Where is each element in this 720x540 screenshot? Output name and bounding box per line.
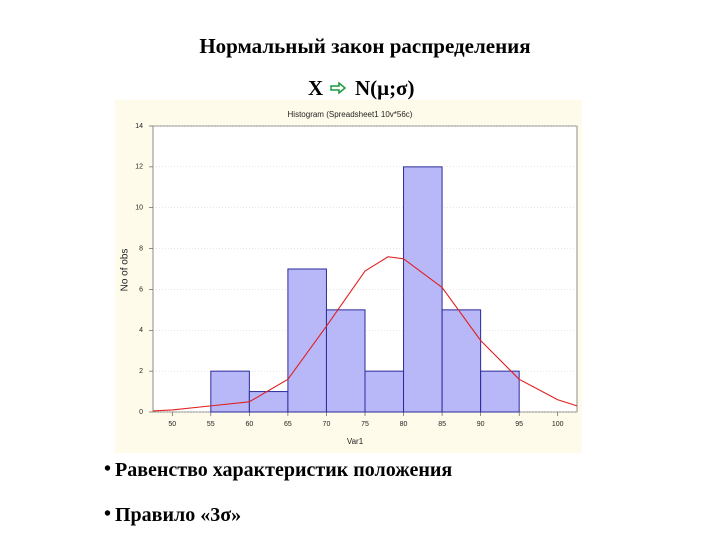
y-axis-label: No of obs — [120, 249, 131, 292]
arrow-icon — [330, 82, 346, 94]
y-tick-label: 6 — [139, 286, 143, 293]
y-tick-label: 14 — [135, 123, 143, 130]
x-tick-label: 100 — [552, 421, 564, 428]
x-tick-label: 85 — [438, 421, 446, 428]
histogram-bar — [325, 309, 366, 413]
bullet: • — [104, 503, 112, 525]
x-tick-label: 70 — [323, 421, 331, 428]
x-tick-label: 65 — [284, 421, 292, 428]
y-tick-label: 12 — [135, 164, 143, 171]
bullet-text: Правило «3σ» — [115, 504, 242, 526]
y-tick-label: 2 — [139, 368, 143, 375]
x-tick-label: 95 — [515, 421, 523, 428]
slide-title: Нормальный закон распределения — [199, 34, 531, 58]
y-tick-label: 4 — [139, 327, 143, 334]
normal-curve — [152, 256, 578, 412]
chart-title: Histogram (Spreadsheet1 10v*56c) — [288, 110, 413, 119]
histogram-bar — [480, 370, 520, 413]
x-tick-label: 60 — [245, 421, 253, 428]
x-tick-label: 50 — [168, 421, 176, 428]
y-tick-label: 10 — [135, 205, 143, 212]
x-axis-label: Var1 — [347, 437, 364, 446]
x-tick-label: 55 — [207, 421, 215, 428]
y-tick-label: 8 — [139, 245, 143, 252]
chart: Histogram (Spreadsheet1 10v*56c) Var1 No… — [115, 100, 582, 453]
formula-left: X — [308, 76, 324, 100]
histogram-bar — [441, 309, 482, 413]
bullet: • — [104, 458, 112, 480]
histogram-bar — [210, 370, 250, 413]
y-tick-label: 0 — [139, 409, 143, 416]
histogram-bar — [248, 391, 289, 413]
histogram-bar — [364, 370, 405, 413]
histogram-bar — [403, 166, 443, 413]
formula-right: N(μ;σ) — [355, 76, 415, 100]
x-tick-label: 80 — [400, 421, 408, 428]
x-tick-label: 90 — [477, 421, 485, 428]
bullet-text: Равенство характеристик положения — [115, 459, 453, 481]
x-tick-label: 75 — [361, 421, 369, 428]
histogram-bar — [287, 268, 327, 413]
